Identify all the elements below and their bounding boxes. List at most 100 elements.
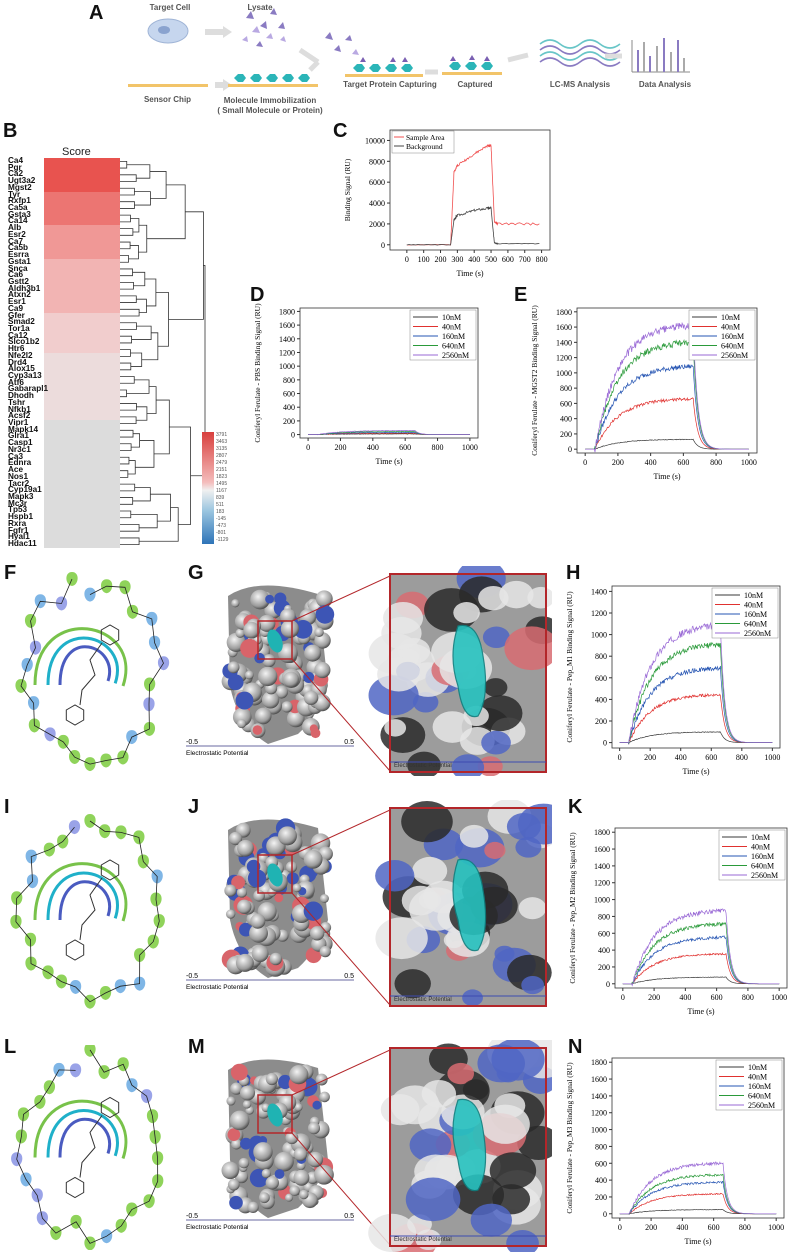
- dendrogram-branch: [120, 255, 129, 263]
- pocket-outline: [33, 1099, 128, 1159]
- surface-bump: [254, 707, 272, 725]
- dendrogram-branch: [120, 349, 131, 357]
- x-tick-label: 200: [644, 753, 656, 762]
- dendrogram-branch: [136, 406, 148, 421]
- heatmap-cell: [44, 480, 120, 488]
- surface-bump: [235, 953, 254, 972]
- ligand-highlight: [267, 863, 283, 887]
- colorbar-tick: 1495: [216, 481, 228, 487]
- inset-surface-bump: [506, 812, 541, 841]
- surface-bump: [258, 1192, 270, 1204]
- dendrogram-branch: [120, 174, 137, 182]
- series-line-40nM: [622, 952, 780, 985]
- dendrogram-branch: [127, 460, 136, 475]
- heatmap-cell: [44, 393, 120, 400]
- surface-bump: [289, 1065, 309, 1085]
- gene-label: Slco1b2: [8, 337, 40, 347]
- x-tick-label: 100: [418, 255, 430, 264]
- legend-label: 160nM: [748, 1082, 771, 1091]
- inset-surface-bump: [451, 754, 485, 776]
- gene-label: Cyp19a1: [8, 485, 42, 495]
- gene-label: Alox15: [8, 364, 35, 374]
- y-tick-label: 1400: [556, 338, 572, 347]
- x-tick-label: 600: [711, 993, 723, 1002]
- y-tick-label: 600: [595, 674, 607, 683]
- x-tick-label: 400: [468, 255, 480, 264]
- heatmap-cell: [44, 534, 120, 541]
- surface-bump: [226, 1096, 236, 1106]
- ligand-ring: [100, 624, 120, 646]
- surface-bump: [314, 662, 331, 679]
- surface-bump: [319, 894, 329, 903]
- x-tick-label: 600: [399, 443, 411, 452]
- y-tick-label: 800: [595, 652, 607, 661]
- inset-surface-bump: [415, 1229, 442, 1251]
- x-tick-label: 0: [583, 458, 587, 467]
- inset-frame: [389, 807, 547, 1007]
- y-tick-label: 1000: [591, 1126, 607, 1135]
- gene-label: Hyal1: [8, 532, 30, 542]
- colorbar-tick: 1823: [216, 474, 228, 480]
- heatmap-cell: [44, 299, 120, 306]
- surface-bump: [299, 1189, 309, 1200]
- gene-label: Gsta3: [8, 209, 31, 219]
- dendrogram-branch: [120, 510, 132, 519]
- legend-label: 10nM: [442, 313, 461, 322]
- surface-bump: [229, 1195, 243, 1210]
- colorbar-tick: 2479: [216, 460, 228, 466]
- chart-n: 0 200 400 600 800 1000 0 200 400 600 800 1000 1200 14…: [565, 1057, 785, 1246]
- surface-bump: [303, 849, 323, 869]
- electrostatic-scale: -0.5 0.5 Electrostatic Potential: [186, 1213, 354, 1231]
- dendrogram-branch: [132, 487, 151, 502]
- heatmap-cell: [44, 325, 120, 333]
- dendrogram-branch: [130, 513, 158, 529]
- heatmap-cell: [44, 312, 120, 320]
- gene-label: Atxn2: [8, 290, 31, 300]
- legend-label: 160nM: [751, 852, 774, 861]
- surface-bump: [230, 1063, 248, 1081]
- surface-bump: [231, 1138, 242, 1150]
- heatmap-cell: [44, 453, 120, 461]
- y-tick-label: 1000: [594, 896, 610, 905]
- plot-frame: [389, 129, 551, 251]
- series-line-2560nM: [585, 321, 749, 453]
- y-tick-label: 8000: [369, 157, 385, 166]
- surface-bump: [304, 644, 322, 662]
- gene-label: Nos1: [8, 471, 29, 481]
- surface-bump: [240, 638, 260, 658]
- inset-surface-bump: [521, 975, 545, 995]
- dendrogram-branch: [120, 443, 132, 451]
- x-tick-label: 700: [519, 255, 531, 264]
- captured-icon: [449, 62, 493, 70]
- y-axis-label: Coniferyl Ferulate - MGST2 Binding Signa…: [530, 305, 539, 456]
- gene-label: Ca9: [8, 303, 24, 313]
- y-tick-label: 0: [568, 445, 572, 454]
- surface-bump: [261, 1168, 271, 1179]
- dendrogram-branch: [120, 537, 140, 546]
- gene-label: Tp53: [8, 505, 28, 515]
- dendrogram-branch: [120, 335, 132, 344]
- ligand-chain: [79, 877, 103, 941]
- zoom-line: [291, 575, 391, 622]
- x-tick-label: 800: [432, 443, 444, 452]
- colorbar-tick: 2807: [216, 453, 228, 459]
- surface-bump: [292, 883, 302, 893]
- surface-bump: [250, 589, 270, 610]
- dendrogram-branch: [120, 214, 131, 223]
- heatmap-cell: [44, 178, 120, 185]
- gene-label: Fgfr1: [8, 525, 29, 535]
- surface-bump: [278, 1074, 293, 1090]
- gene-label: Pgr: [8, 162, 22, 172]
- x-axis-label: Time (s): [687, 1007, 714, 1016]
- residue-icon: [84, 813, 96, 828]
- panel-letter-i: I: [4, 796, 10, 818]
- x-tick-label: 200: [648, 993, 660, 1002]
- ligand-ring: [65, 1176, 85, 1199]
- series-line-160nM: [619, 1180, 777, 1215]
- gene-label: Ace: [8, 465, 24, 475]
- surface-bump: [265, 1072, 278, 1086]
- series-line-160nM: [622, 935, 780, 985]
- inset-surface-bump: [412, 692, 439, 713]
- heatmap-cell: [44, 406, 120, 414]
